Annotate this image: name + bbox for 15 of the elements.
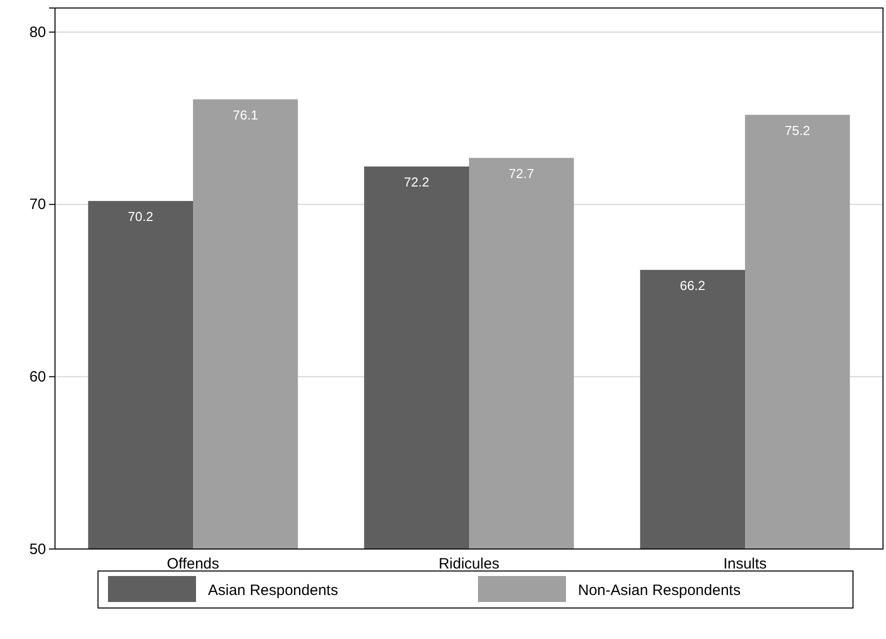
text: Asian Respondents bbox=[208, 582, 338, 599]
data-label: 66.2 bbox=[680, 278, 706, 293]
y-tick-label: 50 bbox=[29, 540, 46, 558]
data-label: 76.1 bbox=[232, 107, 258, 122]
x-tick-label: Offends bbox=[166, 556, 220, 572]
y-tick-label: 80 bbox=[29, 24, 46, 41]
data-label: 75.2 bbox=[784, 122, 810, 138]
data-label: 70.2 bbox=[128, 208, 154, 224]
data-label: 72.7 bbox=[508, 166, 534, 181]
y-tick-label: 70 bbox=[29, 196, 46, 214]
y-tick-label: 60 bbox=[29, 368, 46, 386]
x-tick-label: Insults bbox=[723, 556, 767, 572]
data-label: 72.2 bbox=[404, 174, 430, 190]
text: Non-Asian Respondents bbox=[578, 582, 741, 599]
x-tick-label: Ridicules bbox=[438, 556, 500, 572]
